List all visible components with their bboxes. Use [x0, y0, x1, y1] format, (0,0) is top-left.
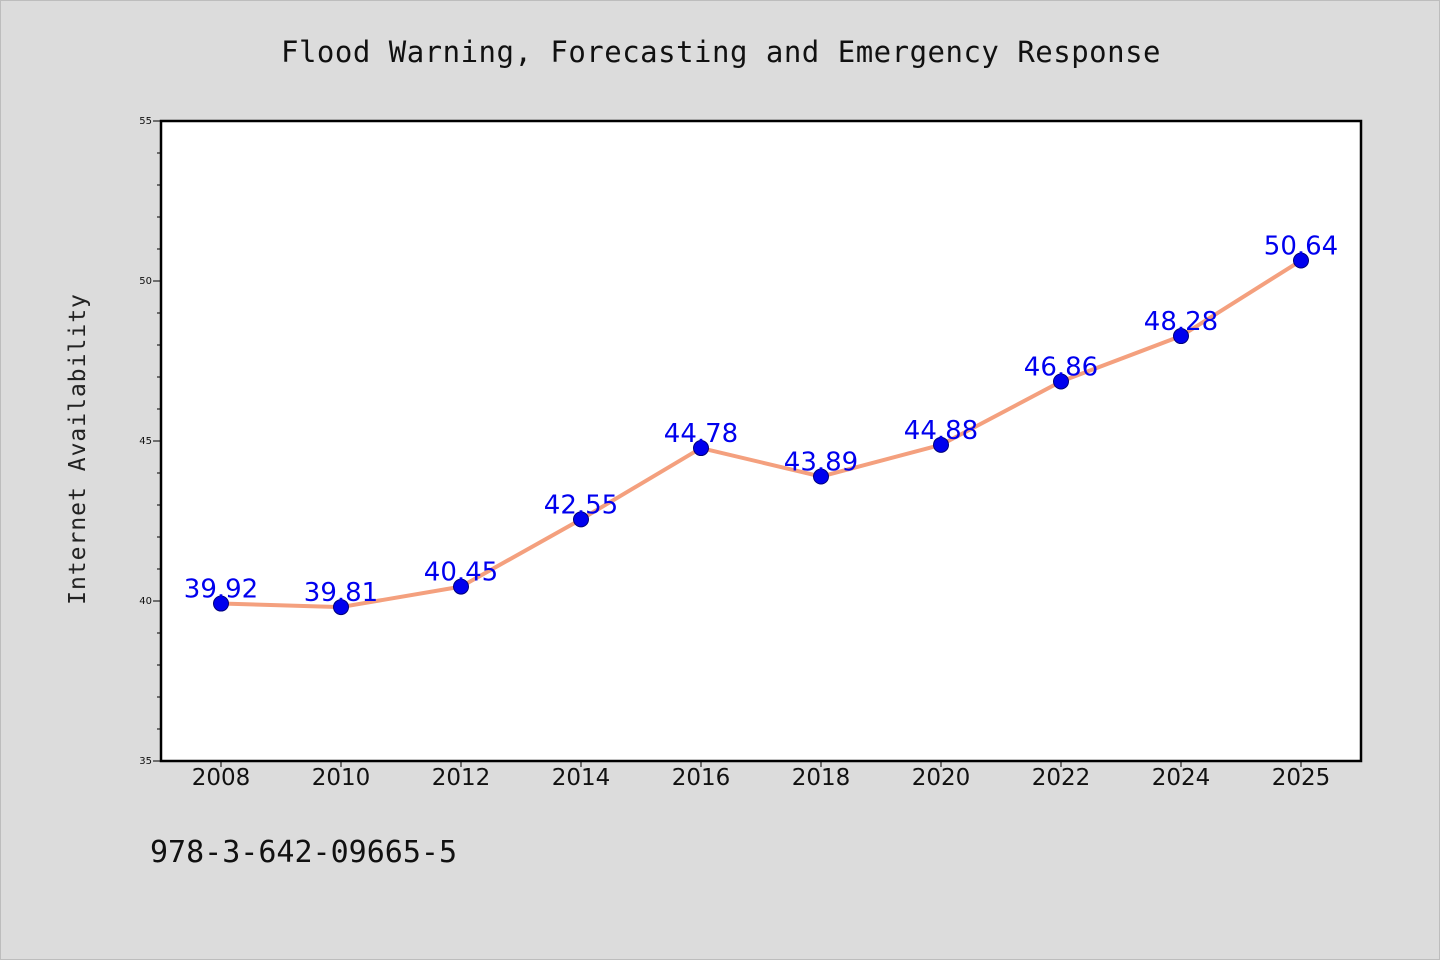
y-tick-label: 45 [139, 436, 152, 447]
x-tick-label: 2010 [312, 765, 371, 791]
chart-title: Flood Warning, Forecasting and Emergency… [280, 35, 1161, 69]
x-tick-label: 2016 [672, 765, 731, 791]
data-markers [213, 252, 1309, 616]
data-point-label: 39.81 [304, 578, 378, 608]
isbn-annotation: 978-3-642-09665-5 [150, 835, 458, 870]
data-point-marker [693, 440, 709, 457]
data-point-marker [933, 436, 949, 453]
data-point-marker [1173, 328, 1189, 345]
data-point-marker [573, 511, 589, 528]
x-tick-label: 2008 [192, 765, 251, 791]
series-line [219, 258, 1303, 610]
x-tick-label: 2025 [1272, 765, 1331, 791]
x-tick-label: 2020 [912, 765, 971, 791]
y-tick-label: 40 [139, 596, 152, 607]
x-tick-label: 2012 [432, 765, 491, 791]
x-tick-label: 2014 [552, 765, 611, 791]
data-point-marker [213, 595, 229, 612]
data-point-marker [333, 599, 349, 616]
plot-frame [159, 119, 1363, 763]
plot-area [161, 121, 1361, 761]
data-point-marker [813, 468, 829, 485]
x-tick-label: 2018 [792, 765, 851, 791]
data-point-label: 40.45 [424, 558, 498, 588]
data-point-label: 48.28 [1144, 307, 1218, 337]
x-axis-ticks: 2008 2010 2012 2014 2016 2018 2020 2022 2024 2025 [192, 761, 1331, 791]
x-tick-label: 2024 [1152, 765, 1211, 791]
data-point-label: 50.64 [1264, 232, 1338, 262]
data-point-label: 42.55 [544, 490, 618, 520]
y-tick-label: 50 [139, 276, 152, 287]
data-point-label: 44.78 [664, 419, 738, 449]
data-point-label: 46.86 [1024, 352, 1098, 382]
data-point-marker [1053, 373, 1069, 390]
data-point-label: 43.89 [784, 448, 858, 478]
y-axis-ticks: 35 40 45 50 55 [139, 116, 161, 767]
data-labels: 39.92 39.81 40.45 42.55 44.78 43.89 44.88 46.86… [184, 232, 1338, 609]
data-point-marker [453, 578, 469, 595]
x-tick-label: 2022 [1032, 765, 1091, 791]
y-tick-label: 35 [139, 756, 152, 767]
data-point-marker [1293, 252, 1309, 269]
data-point-label: 39.92 [184, 575, 258, 605]
data-point-label: 44.88 [904, 416, 978, 446]
y-tick-label: 55 [139, 116, 152, 127]
